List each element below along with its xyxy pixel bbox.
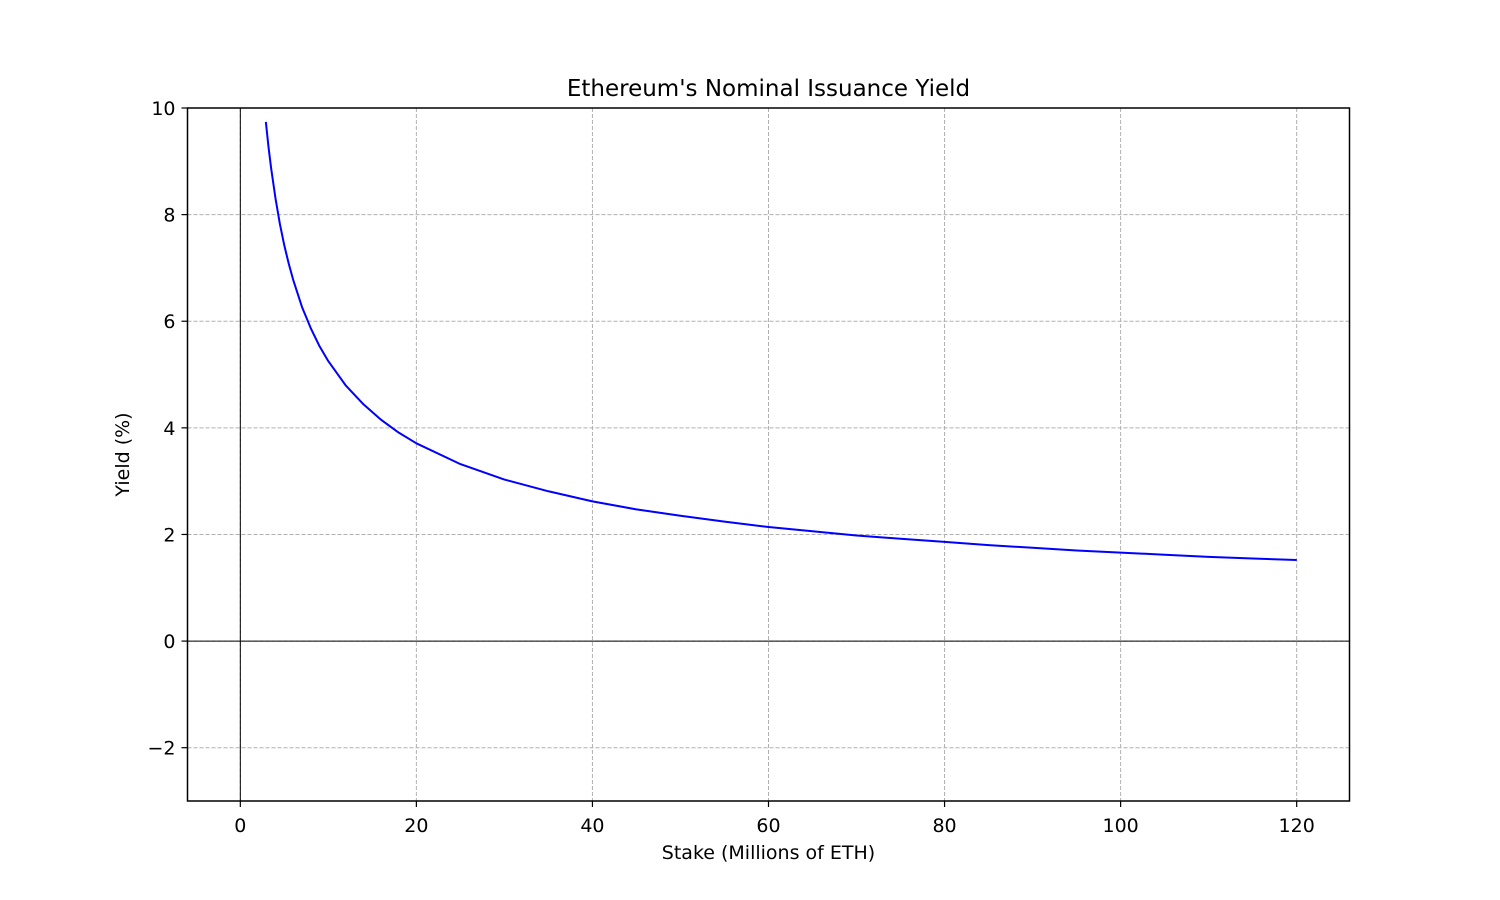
tick-marks: [181, 107, 1298, 807]
series-layer: [264, 121, 1297, 562]
x-tick-label: 120: [1279, 815, 1315, 837]
x-tick-label: 20: [404, 815, 428, 837]
y-tick-label: 2: [163, 524, 175, 546]
y-tick-label: −2: [147, 738, 175, 760]
y-tick-label: 8: [163, 205, 175, 227]
yield-series-line: [264, 121, 1297, 562]
x-axis-label: Stake (Millions of ETH): [662, 842, 875, 864]
y-tick-label: 10: [151, 98, 175, 120]
chart-title: Ethereum's Nominal Issuance Yield: [567, 76, 970, 102]
x-tick-label: 60: [756, 815, 780, 837]
x-tick-label: 100: [1102, 815, 1138, 837]
y-tick-label: 6: [163, 311, 175, 333]
y-tick-label: 4: [163, 418, 175, 440]
reference-lines: [187, 108, 1350, 801]
x-tick-label: 0: [234, 815, 246, 837]
x-tick-label: 40: [580, 815, 604, 837]
y-axis-label: Yield (%): [112, 412, 134, 497]
tick-labels: 0 20 40 60 80 100 120 −2 0 2 4 6 8 10: [147, 98, 1314, 837]
x-tick-label: 80: [932, 815, 956, 837]
y-tick-label: 0: [163, 631, 175, 653]
